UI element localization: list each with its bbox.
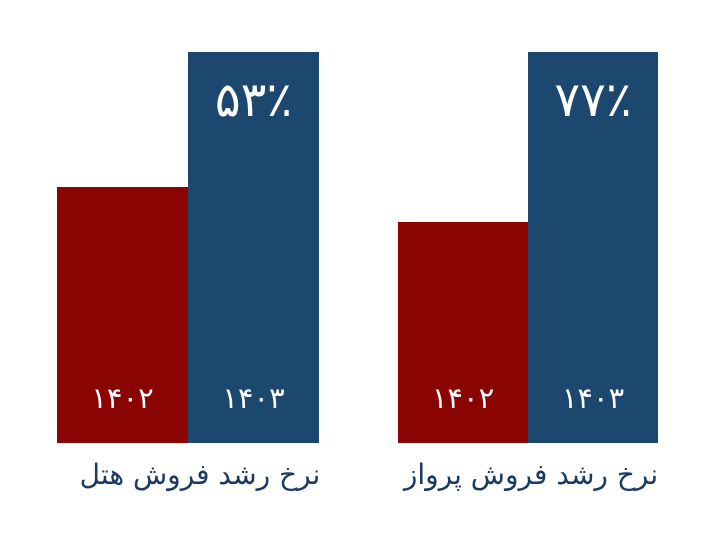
chart-title: نرخ رشد فروش پرواز (403, 458, 659, 491)
bar-year-label: ۱۴۰۳ (561, 381, 625, 415)
growth-percent-label: ۵۳٪ (214, 72, 293, 128)
bar-1402: ۱۴۰۲ (57, 187, 188, 443)
chart-flight-sales-growth: ۱۴۰۲ ۷۷٪ ۱۴۰۳ نرخ رشد فروش پرواز (380, 0, 682, 540)
bar-year-label: ۱۴۰۳ (222, 381, 285, 415)
bar-1403: ۷۷٪ ۱۴۰۳ (528, 52, 658, 443)
bar-year-label: ۱۴۰۲ (431, 381, 495, 415)
chart-title: نرخ رشد فروش هتل (79, 458, 321, 491)
bar-1402: ۱۴۰۲ (398, 222, 528, 443)
growth-percent-label: ۷۷٪ (554, 72, 632, 128)
bar-1403: ۵۳٪ ۱۴۰۳ (188, 52, 319, 443)
chart-hotel-sales-growth: ۱۴۰۲ ۵۳٪ ۱۴۰۳ نرخ رشد فروش هتل (40, 0, 360, 540)
bar-year-label: ۱۴۰۲ (91, 381, 154, 415)
